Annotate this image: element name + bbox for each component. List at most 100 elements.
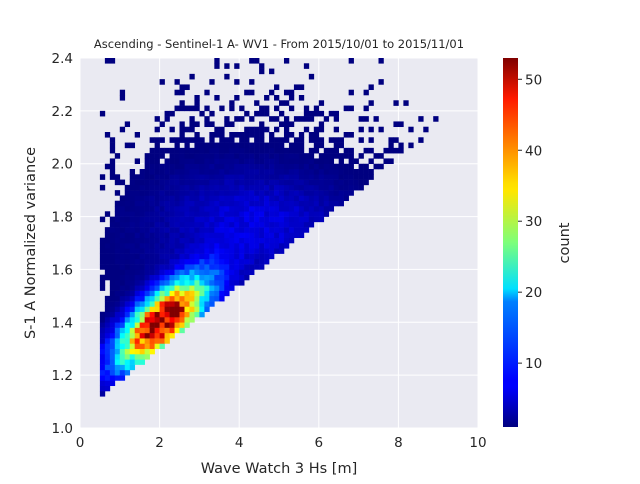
heatmap-cell bbox=[264, 237, 270, 244]
heatmap-cell bbox=[194, 158, 200, 165]
heatmap-cell bbox=[189, 116, 195, 122]
heatmap-cell bbox=[234, 163, 240, 170]
heatmap-cell bbox=[159, 243, 165, 249]
heatmap-cell bbox=[114, 200, 121, 207]
heatmap-cell bbox=[368, 174, 374, 180]
heatmap-cell bbox=[338, 174, 344, 180]
heatmap-cell bbox=[348, 169, 354, 175]
heatmap-cell bbox=[174, 264, 180, 270]
heatmap-cell bbox=[189, 280, 195, 286]
heatmap-cell bbox=[274, 216, 280, 223]
heatmap-cell bbox=[363, 163, 369, 170]
heatmap-cell bbox=[283, 116, 290, 122]
heatmap-cell bbox=[239, 253, 245, 260]
heatmap-cell bbox=[279, 221, 285, 228]
heatmap-cell bbox=[154, 306, 160, 313]
heatmap-cell bbox=[239, 280, 245, 286]
heatmap-cell bbox=[298, 195, 305, 202]
heatmap-cell bbox=[139, 216, 145, 223]
heatmap-cell bbox=[249, 232, 255, 239]
heatmap-cell bbox=[249, 174, 255, 180]
heatmap-cell bbox=[259, 137, 265, 143]
heatmap-cell bbox=[323, 147, 330, 154]
heatmap-cell bbox=[224, 206, 230, 212]
heatmap-cell bbox=[328, 110, 335, 117]
heatmap-cell bbox=[204, 169, 210, 175]
heatmap-cell bbox=[124, 274, 131, 281]
heatmap-cell bbox=[234, 280, 240, 286]
heatmap-cell bbox=[169, 285, 175, 291]
heatmap-cell bbox=[99, 359, 106, 365]
heatmap-cell bbox=[189, 158, 195, 165]
heatmap-cell bbox=[239, 269, 245, 276]
heatmap-cell bbox=[194, 311, 200, 318]
heatmap-cell bbox=[333, 116, 339, 122]
heatmap-cell bbox=[169, 200, 175, 207]
y-tick-label: 2.0 bbox=[52, 157, 73, 173]
heatmap-cell bbox=[244, 200, 250, 207]
heatmap-cell bbox=[224, 73, 230, 80]
heatmap-cell bbox=[139, 174, 145, 180]
heatmap-cell bbox=[109, 174, 116, 180]
heatmap-cell bbox=[204, 89, 210, 96]
heatmap-cell bbox=[348, 158, 354, 165]
heatmap-cell bbox=[169, 211, 175, 217]
heatmap-cell bbox=[199, 216, 205, 223]
heatmap-cell bbox=[119, 332, 126, 339]
heatmap-cell bbox=[269, 132, 275, 138]
heatmap-cell bbox=[254, 258, 260, 265]
heatmap-cell bbox=[274, 227, 280, 233]
heatmap-cell bbox=[179, 280, 185, 286]
heatmap-cell bbox=[313, 179, 320, 186]
heatmap-cell bbox=[144, 343, 150, 350]
heatmap-cell bbox=[204, 206, 210, 212]
heatmap-cell bbox=[194, 301, 200, 307]
heatmap-cell bbox=[114, 343, 121, 350]
heatmap-cell bbox=[293, 142, 300, 149]
heatmap-cell bbox=[373, 163, 379, 170]
heatmap-cell bbox=[239, 237, 245, 244]
heatmap-cell bbox=[149, 311, 155, 318]
heatmap-cell bbox=[144, 237, 150, 244]
heatmap-cell bbox=[199, 110, 205, 117]
heatmap-cell bbox=[234, 184, 240, 191]
heatmap-cell bbox=[224, 179, 230, 186]
heatmap-cell bbox=[288, 221, 295, 228]
heatmap-cell bbox=[144, 301, 150, 307]
heatmap-cell bbox=[383, 158, 389, 165]
heatmap-cell bbox=[348, 190, 354, 196]
heatmap-cell bbox=[159, 179, 165, 186]
heatmap-cell bbox=[239, 147, 245, 154]
heatmap-cell bbox=[204, 264, 210, 270]
heatmap-cell bbox=[288, 200, 295, 207]
heatmap-cell bbox=[179, 264, 185, 270]
heatmap-cell bbox=[184, 274, 190, 281]
heatmap-cell bbox=[254, 147, 260, 154]
heatmap-cell bbox=[104, 58, 111, 64]
heatmap-cell bbox=[293, 147, 300, 154]
heatmap-cell bbox=[154, 237, 160, 244]
heatmap-cell bbox=[209, 206, 215, 212]
heatmap-cell bbox=[149, 274, 155, 281]
heatmap-cell bbox=[288, 211, 295, 217]
heatmap-cell bbox=[119, 243, 126, 249]
heatmap-cell bbox=[259, 105, 265, 112]
heatmap-cell bbox=[288, 105, 295, 112]
heatmap-cell bbox=[219, 274, 225, 281]
heatmap-cell bbox=[114, 264, 121, 270]
heatmap-cell bbox=[214, 285, 220, 291]
heatmap-cell bbox=[124, 306, 131, 313]
heatmap-cell bbox=[159, 147, 165, 154]
heatmap-cell bbox=[119, 253, 126, 260]
heatmap-cell bbox=[154, 184, 160, 191]
heatmap-cell bbox=[179, 126, 185, 133]
heatmap-cell bbox=[264, 142, 270, 149]
heatmap-cell bbox=[129, 354, 136, 360]
heatmap-cell bbox=[303, 184, 310, 191]
heatmap-cell bbox=[159, 195, 165, 202]
heatmap-cell bbox=[229, 274, 235, 281]
heatmap-cell bbox=[249, 258, 255, 265]
heatmap-cell bbox=[154, 200, 160, 207]
heatmap-cell bbox=[109, 348, 116, 355]
heatmap-cell bbox=[254, 216, 260, 223]
